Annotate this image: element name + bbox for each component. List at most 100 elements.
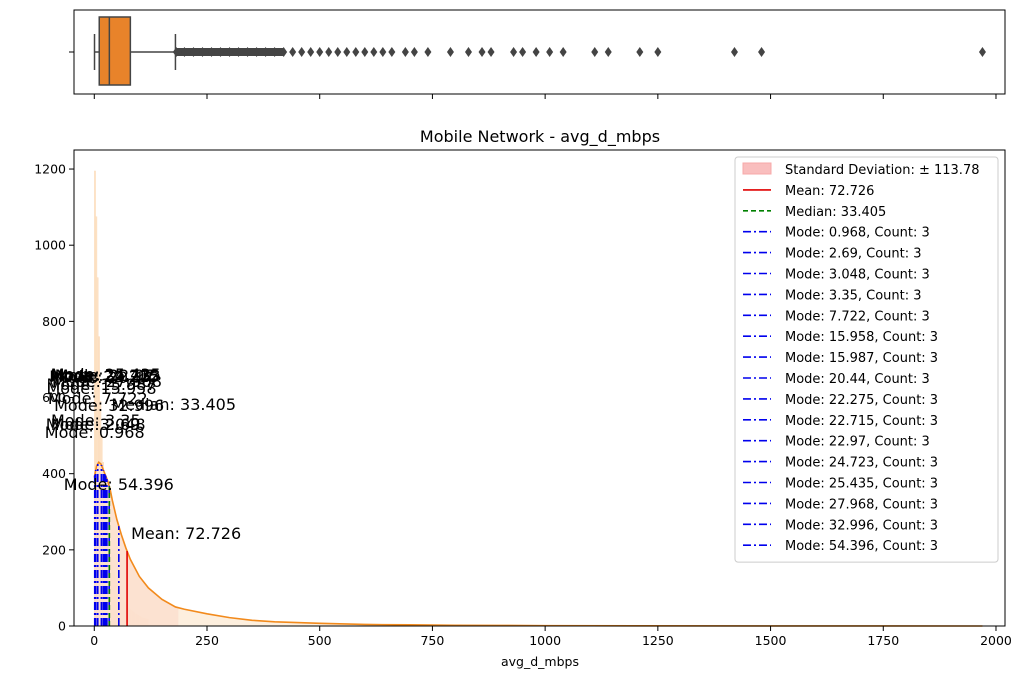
mode-annotation: Mode: 0.968 [45, 423, 145, 442]
mode-annotation: Mode: 20.44 [54, 368, 154, 387]
legend-label-median: Median: 33.405 [785, 205, 886, 220]
box-outlier-point [379, 47, 387, 57]
box-outlier-point [325, 47, 333, 57]
x-tick-label: 1000 [529, 633, 561, 648]
box-outlier-point [262, 47, 270, 57]
x-tick-label: 1500 [755, 633, 787, 648]
mode-annotation: Mode: 22.715 [49, 367, 159, 386]
box-outlier-point [235, 47, 243, 57]
box-outlier-point [487, 47, 495, 57]
legend-label-mode: Mode: 54.396, Count: 3 [785, 539, 938, 554]
box-outlier-point [352, 47, 360, 57]
median-annotation: Median: 33.405 [111, 395, 236, 414]
x-tick-label: 750 [420, 633, 444, 648]
y-tick-label: 800 [42, 314, 66, 329]
legend-label-mode: Mode: 27.968, Count: 3 [785, 497, 938, 512]
box-outlier-point [519, 47, 527, 57]
legend-label-mode: Mode: 24.723, Count: 3 [785, 456, 938, 471]
y-tick-label: 600 [42, 390, 66, 405]
x-tick-label: 500 [308, 633, 332, 648]
plot-frame [73, 149, 1006, 627]
legend-label-mode: Mode: 15.958, Count: 3 [785, 330, 938, 345]
box-outlier-point [758, 47, 766, 57]
y-axis: 0 200 400 600 800 1000 1200 [34, 162, 74, 634]
x-tick-label: 0 [90, 633, 98, 648]
box-outlier-point [217, 47, 225, 57]
legend-label-mode: Mode: 0.968, Count: 3 [785, 226, 930, 241]
box-outlier-point [636, 47, 644, 57]
legend-label-mode: Mode: 32.996, Count: 3 [785, 518, 938, 533]
box-outlier-point [334, 47, 342, 57]
legend-label-mode: Mode: 15.987, Count: 3 [785, 351, 938, 366]
mode-annotation: Mode: 2.69 [51, 415, 141, 434]
box-outlier-point [271, 47, 279, 57]
mode-annotation: Mode: 7.722 [48, 389, 148, 408]
box-outlier-point [298, 47, 306, 57]
box-outlier-point [189, 47, 197, 57]
mode-annotation: Mode: 22.97 [55, 366, 155, 385]
y-tick-label: 1200 [34, 162, 66, 177]
box-outlier-point [198, 47, 206, 57]
boxplot-panel [69, 9, 1006, 99]
legend-label-mode: Mode: 20.44, Count: 3 [785, 372, 930, 387]
mode-annotation: Mode: 22.275 [49, 367, 159, 386]
legend-label-mode: Mode: 3.048, Count: 3 [785, 268, 930, 283]
box-outlier-point [280, 47, 288, 57]
box-outlier-point [401, 47, 409, 57]
x-tick-label: 1750 [867, 633, 899, 648]
box-outlier-point [446, 47, 454, 57]
box-outlier-point [559, 47, 567, 57]
box-outlier-point [730, 47, 738, 57]
box-outlier-point [370, 47, 378, 57]
box-outlier-point [654, 47, 662, 57]
x-tick-label: 250 [195, 633, 219, 648]
mode-annotation: Mode: 24.723 [50, 366, 160, 385]
legend: Standard Deviation: ± 113.78 Mean: 72.726… [734, 156, 999, 563]
box-outlier-point [510, 47, 518, 57]
y-tick-label: 400 [42, 466, 66, 481]
box-outlier-point [532, 47, 540, 57]
mode-annotation: Mode: 25.435 [51, 365, 161, 384]
boxplot-marks [93, 16, 986, 86]
box-outlier-point [478, 47, 486, 57]
box-outlier-point [226, 47, 234, 57]
box-outlier-point [172, 47, 180, 57]
legend-label-std: Standard Deviation: ± 113.78 [785, 163, 979, 178]
legend-label-mode: Mode: 3.35, Count: 3 [785, 288, 922, 303]
box-outlier-point [253, 47, 261, 57]
legend-label-mode: Mode: 22.715, Count: 3 [785, 414, 938, 429]
box-outlier-point [604, 47, 612, 57]
box-outlier-point [316, 47, 324, 57]
box-outlier-point [591, 47, 599, 57]
histogram-panel: Mobile Network - avg_d_mbps Mode: 0.968M… [34, 127, 1012, 669]
mode-annotation: Mode: 3.048 [46, 415, 146, 434]
y-tick-label: 0 [58, 619, 66, 634]
y-tick-label: 1000 [34, 238, 66, 253]
box-outlier-point [464, 47, 472, 57]
y-tick-label: 200 [42, 542, 66, 557]
box-outlier-point [410, 47, 418, 57]
chart-title: Mobile Network - avg_d_mbps [420, 127, 660, 147]
legend-label-mode: Mode: 25.435, Count: 3 [785, 477, 938, 492]
box-iqr [98, 16, 132, 86]
legend-label-mode: Mode: 22.275, Count: 3 [785, 393, 938, 408]
box-outlier-point [244, 47, 252, 57]
box-outlier-point [289, 47, 297, 57]
box-outlier-point [343, 47, 351, 57]
legend-label-mean: Mean: 72.726 [785, 184, 874, 199]
stat-lines [93, 463, 128, 626]
box-outlier-point [307, 47, 315, 57]
x-tick-label: 2000 [980, 633, 1012, 648]
box-outlier-point [978, 47, 986, 57]
mode-annotation: Mode: 3.35 [51, 411, 141, 430]
legend-label-mode: Mode: 7.722, Count: 3 [785, 309, 930, 324]
box-outlier-point [388, 47, 396, 57]
mode-annotation: Mode: 54.396 [64, 475, 174, 494]
legend-label-mode: Mode: 2.69, Count: 3 [785, 247, 922, 262]
box-outlier-point [361, 47, 369, 57]
x-axis-label: avg_d_mbps [501, 654, 579, 669]
mode-annotation: Mode: 27.968 [52, 372, 162, 391]
mode-annotation: Mode: 32.996 [54, 396, 164, 415]
legend-label-mode: Mode: 22.97, Count: 3 [785, 435, 930, 450]
